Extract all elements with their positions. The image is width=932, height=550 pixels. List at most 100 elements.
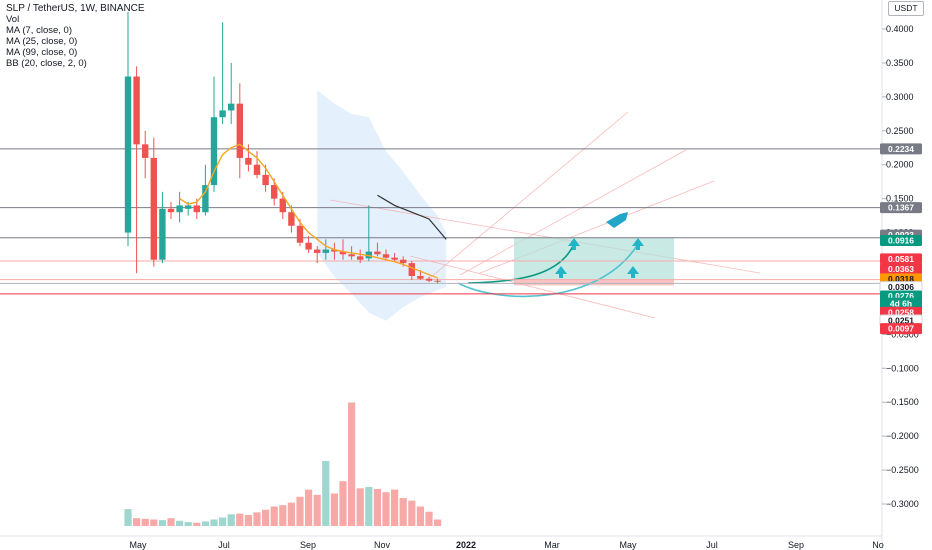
volume-bar — [416, 506, 424, 526]
price-tag — [880, 323, 922, 335]
candle-body — [150, 157, 157, 260]
trend-line — [459, 149, 687, 276]
time-tick-label: Nov — [374, 540, 391, 550]
price-tag-label: 0.0097 — [888, 324, 914, 334]
ma-black-line — [377, 194, 447, 240]
volume-bar — [322, 461, 330, 526]
time-tick-label: Jul — [706, 540, 718, 550]
candle-body — [339, 251, 347, 255]
price-tag-label: 0.0363 — [888, 264, 914, 274]
candle-body — [176, 205, 183, 213]
candle-body — [253, 164, 261, 175]
candle-body — [193, 205, 200, 213]
time-tick-label: 2022 — [456, 540, 476, 550]
price-tick-label: −0.1500 — [886, 397, 919, 407]
rocket-icon — [606, 212, 628, 228]
volume-bar — [434, 519, 442, 526]
time-tick-label: May — [129, 540, 147, 550]
candle-body — [331, 249, 338, 252]
volume-bar — [408, 500, 416, 526]
legend-ma7[interactable]: MA (7, close, 0) — [6, 25, 72, 36]
price-tag-label: 4d 6h — [890, 298, 912, 308]
candle-body — [382, 254, 390, 258]
projection-arc — [457, 243, 639, 298]
price-tag-label: 0.2234 — [888, 144, 914, 154]
volume-bar — [382, 492, 390, 526]
legend-vol[interactable]: Vol — [6, 14, 20, 25]
candle-body — [124, 76, 132, 233]
candle-body — [348, 254, 355, 257]
price-tag — [880, 297, 922, 309]
candle-body — [425, 278, 433, 281]
candle-body — [417, 276, 424, 279]
candle-body — [202, 185, 209, 213]
time-tick-label: No — [872, 540, 884, 550]
arrow-up-icon — [627, 266, 639, 278]
time-tick-label: Sep — [788, 540, 804, 550]
candle-body — [185, 205, 192, 209]
candle-body — [296, 225, 304, 243]
price-tag-label: 0.0581 — [888, 254, 914, 264]
legend-bb[interactable]: BB (20, close, 2, 0) — [6, 58, 87, 69]
time-tick-label: Jul — [218, 540, 230, 550]
time-tick-label: Sep — [300, 540, 316, 550]
volume-bar — [158, 520, 166, 526]
symbol-title[interactable]: SLP / TetherUS, 1W, BINANCE — [6, 3, 145, 14]
trend-line — [429, 111, 629, 279]
candle-body — [322, 249, 329, 253]
arrow-up-icon — [555, 266, 567, 278]
volume-bar — [253, 512, 261, 526]
price-tag — [880, 202, 922, 214]
candle-body — [210, 117, 218, 186]
price-tick-label: 0.3500 — [886, 58, 914, 68]
price-tick-label: −0.3000 — [886, 499, 919, 509]
volume-bar — [287, 502, 295, 526]
price-tick-label: −0.2500 — [886, 465, 919, 475]
price-tick-label: 0.3000 — [886, 92, 914, 102]
volume-bar — [219, 517, 227, 526]
legend-ma25[interactable]: MA (25, close, 0) — [6, 36, 78, 47]
price-tick-label: −0.1000 — [886, 363, 919, 373]
projection-arc — [467, 243, 575, 284]
candle-body — [357, 256, 364, 260]
bb-fill — [317, 90, 447, 321]
candle-body — [374, 251, 381, 255]
price-tag-label: 0.0258 — [888, 307, 914, 317]
volume-bar — [356, 488, 364, 526]
candle-body — [305, 242, 312, 250]
legend-ma99[interactable]: MA (99, close, 0) — [6, 47, 78, 58]
price-tick-label: 0.1500 — [886, 194, 914, 204]
volume-bar — [167, 518, 175, 526]
bollinger-band — [317, 90, 447, 321]
price-tag — [880, 253, 922, 265]
volume-bar — [348, 402, 356, 526]
candle-body — [245, 157, 252, 165]
candle-body — [271, 185, 278, 199]
candle-body — [133, 76, 140, 145]
time-tick-label: Mar — [544, 540, 560, 550]
candle-body — [236, 103, 243, 158]
volume-bar — [124, 509, 132, 526]
volume-bar — [399, 498, 407, 526]
volume-bar — [193, 522, 201, 526]
volume-bar — [176, 520, 184, 526]
price-tag-label: 0.0916 — [888, 236, 914, 246]
candle-body — [219, 110, 226, 118]
price-tick-label: −0.2000 — [886, 431, 919, 441]
volume-bar — [339, 481, 347, 526]
volume-bar — [279, 505, 287, 526]
candle-body — [279, 198, 286, 213]
arrow-up-icon — [568, 238, 580, 250]
candle-body — [400, 259, 407, 264]
volume-bar — [305, 489, 313, 526]
chart-legend: SLP / TetherUS, 1W, BINANCE Vol MA (7, c… — [6, 3, 145, 69]
price-tag — [880, 143, 922, 155]
currency-button[interactable]: USDT — [888, 1, 924, 16]
candle-body — [142, 144, 149, 158]
candle-body — [391, 257, 398, 260]
price-tick-label: 0.2000 — [886, 160, 914, 170]
candle-body — [314, 249, 321, 253]
time-axis[interactable]: May Jul Sep Nov 2022 Mar May Jul Sep No — [0, 535, 884, 550]
volume-bar — [391, 489, 399, 526]
